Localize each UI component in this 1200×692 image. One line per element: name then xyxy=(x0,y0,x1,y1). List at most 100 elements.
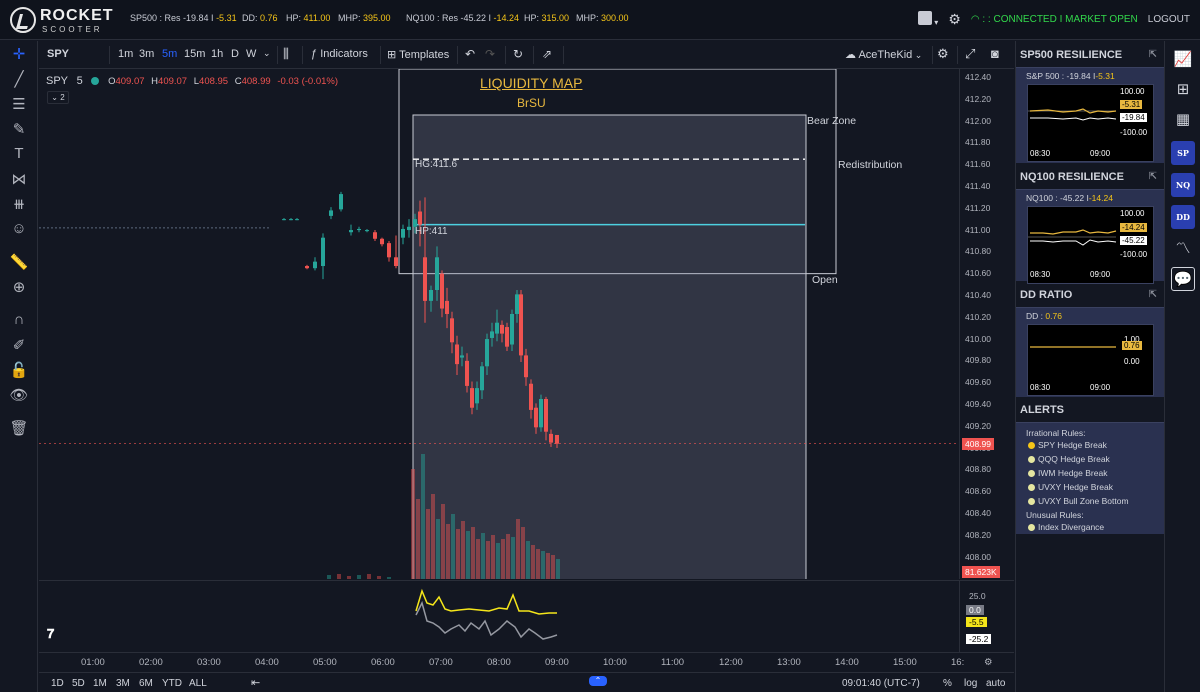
logout-button[interactable]: LOGOUT xyxy=(1147,14,1190,25)
popout-icon[interactable]: ⇗ xyxy=(542,47,553,61)
irrational-rules-label: Irrational Rules: xyxy=(1026,428,1086,438)
scroll-handle-icon[interactable]: ⌃ xyxy=(589,676,607,686)
time-axis-settings-icon[interactable]: ⚙ xyxy=(984,657,993,668)
volume-bar xyxy=(546,553,550,579)
candle-body xyxy=(373,232,377,239)
auto-toggle[interactable]: auto xyxy=(986,678,1006,689)
nq-widget-icon[interactable]: NQ xyxy=(1171,173,1195,197)
settings-gear-icon[interactable]: ⚙ xyxy=(948,11,961,27)
oscillator-axis[interactable]: 25.0 0.0 -5.5 -25.2 xyxy=(959,580,1014,652)
alert-item[interactable]: SPY Hedge Break xyxy=(1016,440,1165,454)
volume-bar xyxy=(327,575,331,579)
undo-icon[interactable]: ↶ xyxy=(465,47,476,61)
candle-style-icon[interactable]: ⫼ xyxy=(283,46,289,61)
range-ytd[interactable]: YTD xyxy=(162,678,182,689)
symbol-search[interactable]: SPY xyxy=(47,48,70,60)
range-3m[interactable]: 3M xyxy=(116,678,130,689)
grid-layout-icon[interactable]: ⊞ xyxy=(1176,81,1190,98)
external-link-icon[interactable]: ⇱ xyxy=(1148,171,1157,182)
candle-body xyxy=(450,318,454,343)
candle-body xyxy=(505,327,509,347)
oscillator-pane[interactable] xyxy=(39,580,959,652)
chart-settings-icon[interactable]: ⚙ xyxy=(937,46,949,61)
dd-widget-title: DD RATIO xyxy=(1020,289,1073,301)
pattern-icon[interactable]: ⋈ xyxy=(11,170,27,188)
interval-w[interactable]: W xyxy=(246,48,257,60)
interval-5m[interactable]: 5m xyxy=(162,48,178,60)
measure-icon[interactable]: 📏 xyxy=(9,253,29,271)
volume-bar xyxy=(461,521,465,579)
sp500-mini-chart[interactable]: 100.00 -5.31 -19.84 -100.00 08:30 09:00 xyxy=(1027,84,1154,162)
alert-item[interactable]: UVXY Bull Zone Bottom xyxy=(1016,496,1165,510)
interval-1h[interactable]: 1h xyxy=(211,48,224,60)
range-1m[interactable]: 1M xyxy=(93,678,107,689)
chart-line-icon[interactable]: 〽 xyxy=(1175,239,1191,257)
dd-widget-icon[interactable]: DD xyxy=(1171,205,1195,229)
trash-icon[interactable]: 🗑 xyxy=(9,419,29,437)
download-dropdown[interactable]: ▾ xyxy=(918,11,938,28)
candle-body xyxy=(413,219,417,227)
nq100-mini-chart[interactable]: 100.00 -14.24 -45.22 -100.00 08:30 09:00 xyxy=(1027,206,1154,284)
interval-3m[interactable]: 3m xyxy=(139,48,155,60)
last-price-badge: 408.99 xyxy=(962,438,994,450)
candle-body xyxy=(470,388,474,408)
time-tick: 01:00 xyxy=(81,657,105,668)
range-5d[interactable]: 5D xyxy=(72,678,85,689)
alert-item[interactable]: IWM Hedge Break xyxy=(1016,468,1165,482)
eye-icon[interactable]: 👁 xyxy=(9,386,29,404)
candle-body xyxy=(534,407,538,428)
date-range-icon[interactable]: ⇤ xyxy=(251,677,261,689)
legend-change: -0.03 (-0.01%) xyxy=(277,76,339,87)
templates-button[interactable]: ⊞ Templates xyxy=(387,49,450,61)
zoom-in-icon[interactable]: ⊕ xyxy=(12,278,26,296)
connection-status: ◠ : : CONNECTED I MARKET OPEN xyxy=(970,14,1138,25)
redo-icon[interactable]: ↷ xyxy=(485,47,496,61)
camera-icon[interactable]: ◙ xyxy=(991,46,999,61)
chat-icon[interactable]: 💬 xyxy=(1171,267,1195,291)
rocket-scooter-logo[interactable]: ROCKET SCOOTER xyxy=(10,5,113,35)
trend-line-icon[interactable]: ╱ xyxy=(14,70,24,88)
volume-bar xyxy=(476,539,480,579)
interval-d[interactable]: D xyxy=(231,48,239,60)
lock-icon[interactable]: 🔓 xyxy=(9,361,29,379)
refresh-icon[interactable]: ↻ xyxy=(513,47,524,61)
log-toggle[interactable]: log xyxy=(964,678,978,689)
alerts-widget: ALERTS Irrational Rules: SPY Hedge Break… xyxy=(1016,396,1165,534)
indicator-collapse-button[interactable]: ⌄ 2 xyxy=(47,91,69,104)
watchlist-icon[interactable]: 📈 xyxy=(1173,51,1193,68)
percent-toggle[interactable]: % xyxy=(943,678,952,689)
emoji-icon[interactable]: ☺ xyxy=(11,220,27,237)
candle-body xyxy=(380,238,384,245)
lock-pencil-icon[interactable]: ✐ xyxy=(12,336,26,354)
range-1d[interactable]: 1D xyxy=(51,678,64,689)
volume-bar xyxy=(541,551,545,579)
horizontal-lines-icon[interactable]: ☰ xyxy=(12,95,26,113)
alert-item[interactable]: UVXY Hedge Break xyxy=(1016,482,1165,496)
interval-1m[interactable]: 1m xyxy=(118,48,134,60)
price-axis[interactable]: 412.40 412.20 412.00 411.80 411.60 411.40 411.… xyxy=(959,69,1014,579)
external-link-icon[interactable]: ⇱ xyxy=(1148,49,1157,60)
ruler-settings-icon[interactable]: ⧻ xyxy=(12,195,26,213)
range-all[interactable]: ALL xyxy=(189,678,207,689)
crosshair-icon[interactable]: ✛ xyxy=(12,45,26,63)
price-chart[interactable] xyxy=(39,69,959,579)
layout-selector[interactable]: ☁ AceTheKid ⌄ xyxy=(845,49,923,61)
alert-item[interactable]: Index Divergance xyxy=(1016,522,1165,536)
magnet-icon[interactable]: ∩ xyxy=(13,311,25,328)
brush-icon[interactable]: ✎ xyxy=(12,120,26,138)
external-link-icon[interactable]: ⇱ xyxy=(1148,289,1157,300)
range-6m[interactable]: 6M xyxy=(139,678,153,689)
time-axis[interactable]: 01:00 02:00 03:00 04:00 05:00 06:00 07:00 08:00… xyxy=(39,652,1014,672)
fullscreen-icon[interactable]: ⤢ xyxy=(965,46,976,61)
table-icon[interactable]: ▦ xyxy=(1175,111,1191,128)
intervals-dropdown-icon[interactable]: ⌄ xyxy=(263,48,271,58)
wifi-icon: ◠ xyxy=(970,14,983,25)
text-icon[interactable]: T xyxy=(14,145,24,162)
sp-widget-icon[interactable]: SP xyxy=(1171,141,1195,165)
dd-mini-chart[interactable]: 1.00 0.76 0.00 08:30 09:00 xyxy=(1027,324,1154,396)
hp-label: HP:411 xyxy=(415,226,448,237)
indicators-button[interactable]: ƒ Indicators xyxy=(311,48,368,60)
volume-bar xyxy=(337,574,341,579)
alert-item[interactable]: QQQ Hedge Break xyxy=(1016,454,1165,468)
interval-15m[interactable]: 15m xyxy=(184,48,206,60)
